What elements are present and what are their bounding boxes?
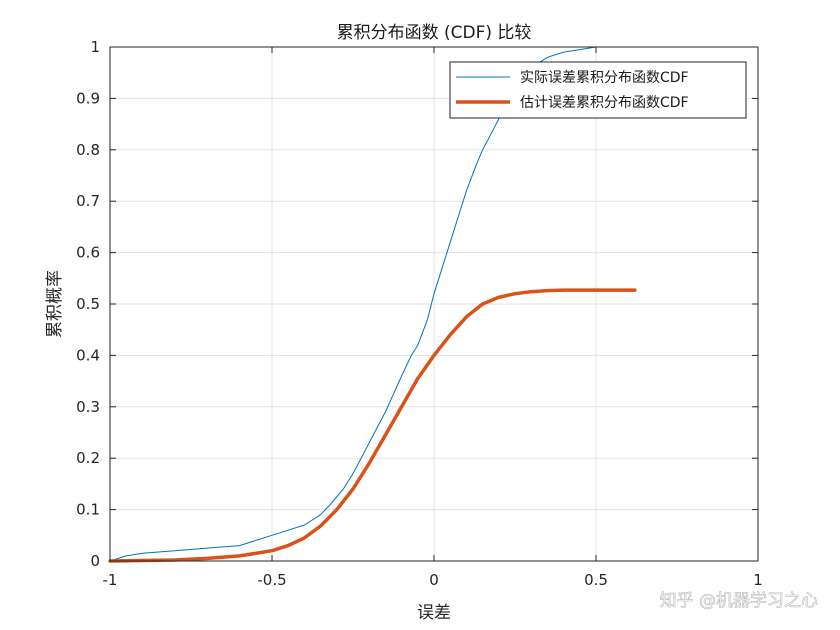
y-tick-label: 0.6 <box>76 244 100 262</box>
y-tick-label: 0.7 <box>76 192 100 210</box>
y-tick-label: 1 <box>90 38 100 56</box>
legend: 实际误差累积分布函数CDF 估计误差累积分布函数CDF <box>449 61 747 119</box>
x-tick-labels: -1 -0.5 0 0.5 1 <box>103 571 763 589</box>
y-tick-label: 0.8 <box>76 141 100 159</box>
y-axis-label: 累积概率 <box>45 270 65 338</box>
watermark: 知乎 @机器学习之心 <box>660 591 818 611</box>
x-tick-label: -1 <box>103 571 118 589</box>
y-tick-label: 0 <box>90 552 100 570</box>
chart-title: 累积分布函数 (CDF) 比较 <box>337 23 532 43</box>
x-tick-label: 0.5 <box>584 571 608 589</box>
x-tick-label: -0.5 <box>257 571 286 589</box>
x-tick-label: 1 <box>753 571 763 589</box>
legend-label-estimated: 估计误差累积分布函数CDF <box>520 95 689 111</box>
y-tick-label: 0.5 <box>76 295 100 313</box>
ticks <box>109 46 759 562</box>
y-tick-label: 0.1 <box>76 501 100 519</box>
legend-label-actual: 实际误差累积分布函数CDF <box>520 70 689 86</box>
x-axis-label: 误差 <box>417 603 451 623</box>
y-tick-label: 0.4 <box>76 346 100 364</box>
legend-box <box>449 61 747 119</box>
y-tick-labels: 0 0.1 0.2 0.3 0.4 0.5 0.6 0.7 0.8 0.9 1 <box>76 38 100 570</box>
x-tick-label: 0 <box>429 571 439 589</box>
y-tick-label: 0.3 <box>76 398 100 416</box>
estimated-cdf-line <box>108 288 637 563</box>
y-tick-label: 0.2 <box>76 449 100 467</box>
y-tick-label: 0.9 <box>76 89 100 107</box>
